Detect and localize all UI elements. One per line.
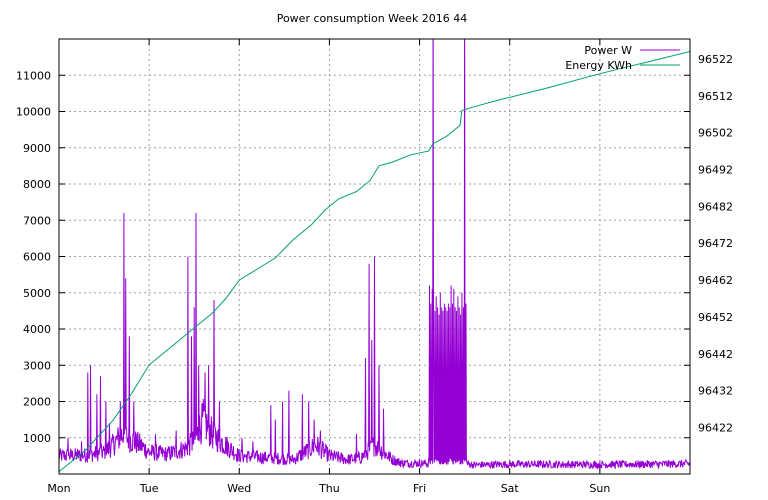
- legend: Power W Energy KWh: [565, 44, 680, 72]
- power-series-line: [59, 39, 690, 471]
- x-tick-label: Fri: [413, 482, 426, 495]
- y-right-tick-label: 96452: [698, 311, 733, 324]
- legend-label-energy: Energy KWh: [565, 59, 632, 72]
- y-right-tick-label: 96432: [698, 385, 733, 398]
- y-right-tick-label: 96492: [698, 164, 733, 177]
- y-right-tick-label: 96472: [698, 237, 733, 250]
- y-right-tick-label: 96522: [698, 53, 733, 66]
- y-left-tick-label: 6000: [23, 251, 51, 264]
- y-left-tick-label: 9000: [23, 142, 51, 155]
- x-tick-label: Wed: [227, 482, 251, 495]
- axis-ticks: [58, 39, 690, 474]
- y-right-tick-label: 96462: [698, 274, 733, 287]
- chart-title: Power consumption Week 2016 44: [277, 12, 468, 25]
- y-right-tick-label: 96422: [698, 422, 733, 435]
- energy-series-line: [59, 51, 690, 473]
- right-y-axis-labels: 96422 96432 96442 96452 96462 96472 96482 96492…: [698, 53, 733, 435]
- y-left-tick-label: 3000: [23, 359, 51, 372]
- y-left-tick-label: 7000: [23, 214, 51, 227]
- x-tick-label: Mon: [47, 482, 70, 495]
- y-right-tick-label: 96512: [698, 90, 733, 103]
- legend-label-power: Power W: [584, 44, 632, 57]
- x-tick-label: Thu: [318, 482, 340, 495]
- x-axis-labels: Mon Tue Wed Thu Fri Sat Sun: [47, 482, 610, 495]
- y-left-tick-label: 10000: [16, 106, 51, 119]
- y-left-tick-label: 8000: [23, 178, 51, 191]
- y-left-tick-label: 11000: [16, 69, 51, 82]
- left-y-axis-labels: 1000 2000 3000 4000 5000 6000 7000 8000 9000 1000…: [16, 69, 51, 445]
- y-left-tick-label: 5000: [23, 287, 51, 300]
- y-left-tick-label: 1000: [23, 432, 51, 445]
- y-right-tick-label: 96442: [698, 348, 733, 361]
- y-left-tick-label: 2000: [23, 396, 51, 409]
- y-left-tick-label: 4000: [23, 323, 51, 336]
- x-tick-label: Tue: [139, 482, 159, 495]
- x-tick-label: Sat: [501, 482, 520, 495]
- x-tick-label: Sun: [589, 482, 610, 495]
- plot-border: [58, 38, 691, 475]
- plot-area: [59, 39, 690, 473]
- y-right-tick-label: 96482: [698, 200, 733, 213]
- y-right-tick-label: 96502: [698, 127, 733, 140]
